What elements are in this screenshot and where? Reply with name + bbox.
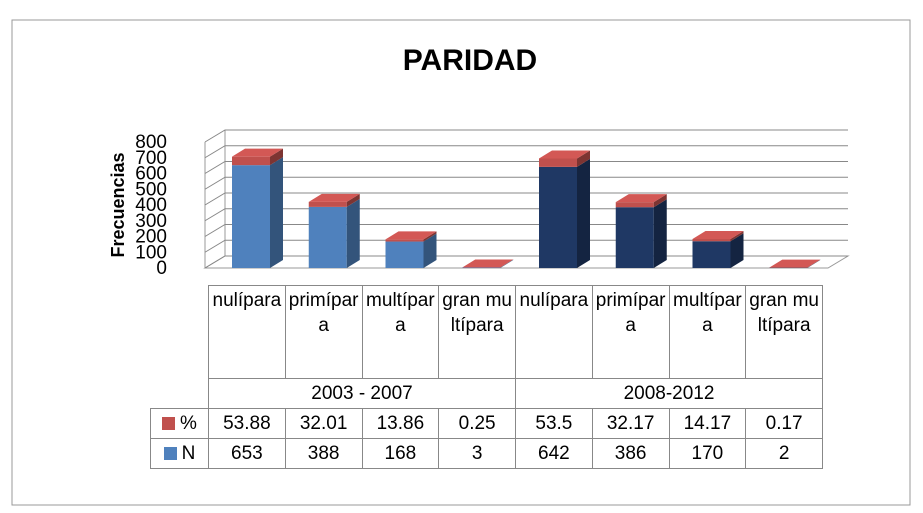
bar-top bbox=[232, 148, 283, 157]
grid-line bbox=[204, 145, 848, 159]
bar-front bbox=[539, 166, 577, 268]
grid-line bbox=[204, 161, 848, 174]
bar-top bbox=[539, 150, 590, 159]
value-cell: 653 bbox=[208, 438, 286, 469]
y-tick-label: 0 bbox=[156, 258, 167, 279]
value-cell: 14.17 bbox=[668, 408, 747, 439]
y-tick-label: 100 bbox=[135, 242, 167, 263]
bar-side bbox=[807, 259, 821, 268]
bar-front bbox=[308, 206, 347, 268]
bar-side bbox=[423, 233, 437, 268]
value-cell: 32.17 bbox=[591, 408, 670, 439]
category-cell: primípara bbox=[284, 285, 363, 379]
value-cell: 0.25 bbox=[438, 408, 516, 439]
bar-top bbox=[692, 230, 744, 239]
group-cell: 2003 - 2007 bbox=[208, 378, 516, 409]
bar-front bbox=[308, 201, 347, 207]
value-cell: 13.86 bbox=[361, 408, 440, 439]
bar-side bbox=[423, 231, 437, 242]
bar-side bbox=[653, 199, 667, 268]
category-cell: multípara bbox=[668, 285, 747, 379]
bar-front bbox=[615, 202, 654, 208]
value-cell: 2 bbox=[745, 438, 823, 469]
category-cell: primípara bbox=[591, 285, 670, 379]
bar-top bbox=[462, 259, 514, 268]
category-cell: gran multípara bbox=[745, 285, 823, 379]
value-cell: 642 bbox=[515, 438, 593, 469]
value-cell: 53.88 bbox=[208, 408, 286, 439]
grid-line bbox=[204, 192, 848, 206]
y-tick-label: 600 bbox=[135, 164, 167, 185]
bar-side bbox=[577, 158, 590, 268]
y-tick-label: 500 bbox=[135, 179, 167, 200]
floor bbox=[203, 255, 850, 269]
bar-front bbox=[385, 239, 424, 242]
bar-side bbox=[270, 148, 283, 166]
category-cell: multípara bbox=[361, 285, 440, 379]
bar-front bbox=[232, 165, 270, 268]
legend-cell: % bbox=[150, 408, 209, 439]
legend-key bbox=[163, 447, 177, 460]
bar-side bbox=[346, 193, 360, 207]
bar-front bbox=[539, 158, 577, 167]
bar-side bbox=[807, 259, 821, 268]
bar-front bbox=[615, 207, 654, 268]
value-cell: 168 bbox=[361, 438, 440, 469]
bar-front bbox=[232, 156, 270, 166]
legend-label: % bbox=[180, 413, 197, 434]
bar-front bbox=[385, 241, 424, 268]
series-row: N 653 388 168 3 642 386 170 2 bbox=[150, 438, 823, 469]
category-cell: nulípara bbox=[208, 285, 286, 379]
bar-side bbox=[346, 198, 360, 268]
bar-front bbox=[692, 241, 731, 268]
bar-side bbox=[577, 150, 590, 167]
blank-cell bbox=[151, 286, 209, 379]
legend-label: N bbox=[181, 443, 196, 464]
category-cell: nulípara bbox=[515, 285, 593, 379]
y-tick-label: 700 bbox=[135, 148, 167, 169]
value-cell: 32.01 bbox=[284, 408, 363, 439]
bar-side bbox=[730, 230, 744, 242]
y-tick-label: 300 bbox=[135, 211, 167, 232]
legend-key bbox=[162, 417, 176, 430]
value-cell: 170 bbox=[668, 438, 747, 469]
bar-top bbox=[769, 259, 821, 268]
bar-side bbox=[500, 259, 514, 268]
group-cell: 2008-2012 bbox=[515, 378, 823, 409]
grid-line bbox=[204, 176, 848, 190]
legend-cell: N bbox=[150, 438, 209, 469]
data-table: nulípara primípara multípara gran multípara… bbox=[150, 285, 823, 469]
bar-side bbox=[730, 233, 744, 268]
bar-front bbox=[692, 238, 731, 242]
value-cell: 388 bbox=[284, 438, 363, 469]
bar-side bbox=[500, 259, 514, 268]
value-cell: 0.17 bbox=[745, 408, 823, 439]
bar-top bbox=[308, 193, 360, 202]
y-tick-label: 200 bbox=[135, 227, 167, 248]
bar-side bbox=[653, 194, 667, 208]
series-row: % 53.88 32.01 13.86 0.25 53.5 32.17 14.17 0.17 bbox=[150, 408, 823, 439]
bar-side bbox=[270, 157, 283, 268]
chart-title: PARIDAD bbox=[403, 44, 537, 77]
bar-top bbox=[385, 231, 437, 240]
blank-cell bbox=[151, 379, 209, 409]
category-cell: gran multípara bbox=[438, 285, 516, 379]
bar-top bbox=[615, 194, 667, 203]
y-axis-label: Frecuencias bbox=[108, 152, 128, 257]
y-tick-label: 800 bbox=[135, 132, 167, 153]
value-cell: 3 bbox=[438, 438, 516, 469]
value-cell: 386 bbox=[591, 438, 670, 469]
group-row: 2003 - 2007 2008-2012 bbox=[151, 378, 823, 409]
category-row: nulípara primípara multípara gran multípara… bbox=[151, 285, 823, 379]
y-tick-label: 400 bbox=[135, 195, 167, 216]
value-cell: 53.5 bbox=[515, 408, 593, 439]
grid-line bbox=[204, 129, 848, 143]
